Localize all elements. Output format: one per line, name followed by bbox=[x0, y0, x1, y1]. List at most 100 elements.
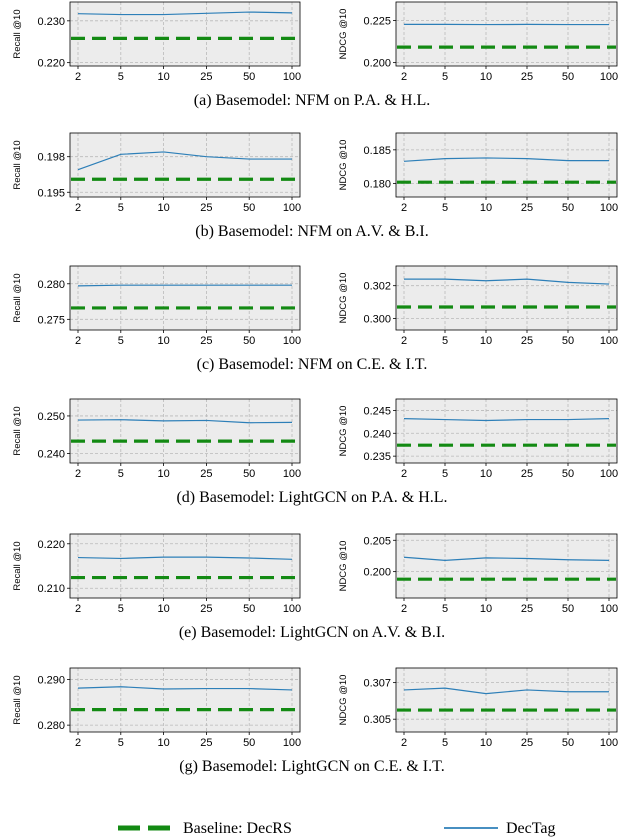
x-tick-label: 2 bbox=[75, 603, 81, 615]
x-tick-label: 5 bbox=[118, 603, 124, 615]
x-tick-label: 10 bbox=[157, 603, 169, 615]
y-tick-label: 0.235 bbox=[363, 451, 391, 463]
y-tick-label: 0.180 bbox=[363, 179, 391, 191]
series-dectag-line bbox=[403, 687, 609, 695]
plot-area bbox=[70, 133, 300, 197]
y-tick-label: 0.185 bbox=[363, 145, 391, 157]
x-tick-label: 25 bbox=[521, 71, 533, 83]
chart-caption: (g) Basemodel: LightGCN on C.E. & I.T. bbox=[179, 758, 444, 775]
x-tick-label: 100 bbox=[283, 603, 301, 615]
x-tick-label: 2 bbox=[75, 335, 81, 347]
x-tick-label: 25 bbox=[200, 335, 212, 347]
x-tick-label: 100 bbox=[283, 71, 301, 83]
x-tick-label: 10 bbox=[157, 737, 169, 749]
plot-area bbox=[70, 2, 300, 66]
x-tick-label: 10 bbox=[157, 335, 169, 347]
plot-area bbox=[396, 133, 617, 197]
series-dectag-line bbox=[403, 418, 610, 422]
y-tick-label: 0.205 bbox=[363, 535, 391, 547]
chart-caption: (d) Basemodel: LightGCN on P.A. & H.L. bbox=[176, 489, 447, 506]
x-tick-label: 2 bbox=[401, 71, 407, 83]
x-tick-label: 50 bbox=[243, 468, 255, 480]
x-tick-label: 10 bbox=[480, 737, 492, 749]
x-tick-label: 10 bbox=[480, 603, 492, 615]
y-axis-label: Recall @10 bbox=[12, 273, 23, 322]
y-axis-label: Recall @10 bbox=[12, 541, 23, 590]
series-dectag-line bbox=[403, 556, 610, 561]
series-dectag-line bbox=[404, 278, 610, 285]
x-tick-label: 5 bbox=[118, 202, 124, 214]
series-dectag-line bbox=[77, 284, 292, 287]
x-tick-label: 100 bbox=[283, 202, 301, 214]
x-tick-label: 2 bbox=[75, 468, 81, 480]
x-tick-label: 100 bbox=[600, 71, 618, 83]
x-tick-label: 100 bbox=[600, 468, 618, 480]
series-dectag-line bbox=[403, 157, 609, 162]
chart-caption: (c) Basemodel: NFM on C.E. & I.T. bbox=[197, 356, 428, 373]
chart-caption: (e) Basemodel: LightGCN on A.V. & B.I. bbox=[179, 624, 445, 641]
x-tick-label: 50 bbox=[243, 737, 255, 749]
x-tick-label: 5 bbox=[442, 737, 448, 749]
y-tick-label: 0.198 bbox=[37, 152, 65, 164]
x-tick-label: 2 bbox=[75, 71, 81, 83]
plot-area bbox=[396, 399, 617, 463]
x-tick-label: 50 bbox=[562, 202, 574, 214]
y-axis-label: Recall @10 bbox=[12, 675, 23, 724]
y-tick-label: 0.220 bbox=[37, 539, 65, 551]
y-tick-label: 0.220 bbox=[37, 58, 65, 70]
plot-area bbox=[70, 266, 300, 330]
x-tick-label: 5 bbox=[118, 737, 124, 749]
plot-frame bbox=[395, 398, 618, 464]
plot-frame bbox=[69, 398, 301, 464]
y-tick-label: 0.225 bbox=[363, 16, 391, 28]
x-tick-label: 25 bbox=[200, 468, 212, 480]
plot-area bbox=[396, 266, 617, 330]
x-tick-label: 2 bbox=[401, 737, 407, 749]
x-tick-label: 25 bbox=[200, 202, 212, 214]
plot-area bbox=[396, 534, 617, 598]
x-tick-label: 5 bbox=[442, 468, 448, 480]
x-tick-label: 5 bbox=[442, 335, 448, 347]
y-axis-label: NDCG @10 bbox=[338, 406, 349, 457]
y-axis-label: NDCG @10 bbox=[338, 9, 349, 60]
x-tick-label: 5 bbox=[442, 71, 448, 83]
y-tick-label: 0.230 bbox=[37, 16, 65, 28]
y-tick-label: 0.305 bbox=[363, 714, 391, 726]
series-dectag-line bbox=[77, 556, 293, 560]
plot-area bbox=[396, 2, 617, 66]
series-dectag-line bbox=[77, 686, 293, 691]
y-axis-label: Recall @10 bbox=[12, 9, 23, 58]
x-tick-label: 50 bbox=[562, 468, 574, 480]
legend: Baseline: DecRS DecTag bbox=[118, 820, 556, 837]
x-tick-label: 100 bbox=[600, 737, 618, 749]
y-axis-label: NDCG @10 bbox=[338, 273, 349, 324]
x-tick-label: 10 bbox=[480, 335, 492, 347]
legend-baseline-label: Baseline: DecRS bbox=[183, 820, 292, 837]
y-axis-label: NDCG @10 bbox=[338, 140, 349, 191]
x-tick-label: 50 bbox=[243, 603, 255, 615]
x-tick-label: 50 bbox=[243, 71, 255, 83]
x-tick-label: 10 bbox=[157, 202, 169, 214]
y-tick-label: 0.245 bbox=[363, 405, 391, 417]
x-tick-label: 25 bbox=[200, 71, 212, 83]
x-tick-label: 10 bbox=[157, 71, 169, 83]
x-tick-label: 100 bbox=[283, 468, 301, 480]
x-tick-label: 25 bbox=[200, 737, 212, 749]
y-tick-label: 0.302 bbox=[363, 281, 391, 293]
y-tick-label: 0.290 bbox=[37, 674, 65, 686]
y-tick-label: 0.240 bbox=[363, 428, 391, 440]
y-tick-label: 0.195 bbox=[37, 187, 65, 199]
x-tick-label: 5 bbox=[118, 335, 124, 347]
y-tick-label: 0.200 bbox=[363, 567, 391, 579]
